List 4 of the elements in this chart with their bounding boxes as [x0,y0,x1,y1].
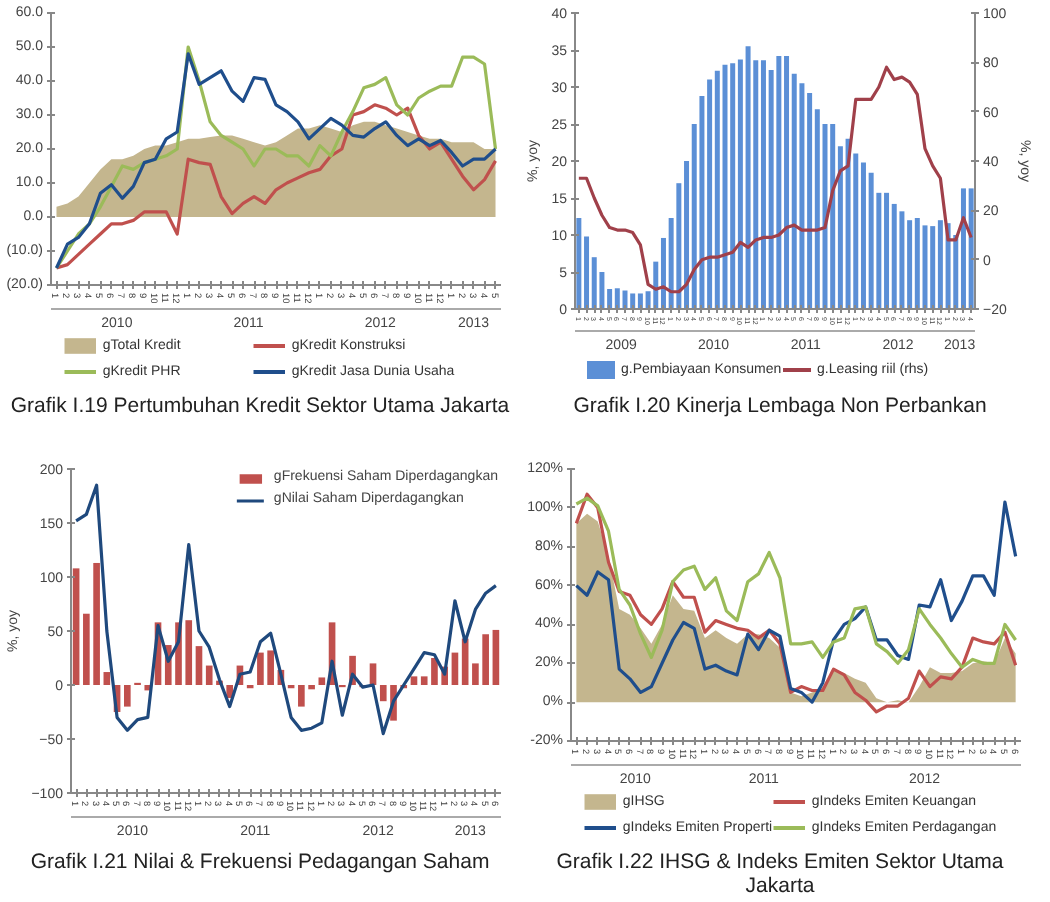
text: Grafik I.21 Nilai & Frekuensi Pedagangan Saham [30,850,490,874]
text: Grafik I.19 Pertumbuhan Kredit Sektor Utama Jakarta [10,394,510,418]
text: Grafik I.20 Kinerja Lembaga Non Perbankan [573,394,987,418]
text: Grafik I.22 IHSG & Indeks Emiten Sektor Utama Jakarta [554,850,1006,898]
